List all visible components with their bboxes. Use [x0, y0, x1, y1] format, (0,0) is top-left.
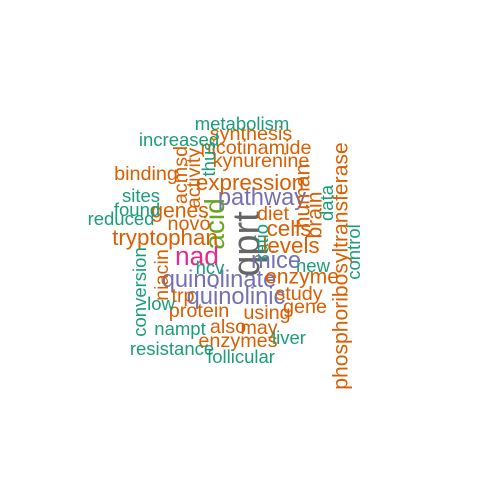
word-kynurenine: kynurenine: [212, 150, 310, 173]
word-metabolism: metabolism: [194, 112, 290, 134]
word-using: using: [243, 302, 291, 325]
word-resistance: resistance: [129, 337, 215, 359]
word-pathway: pathway: [217, 185, 307, 212]
word-cells: cells: [266, 215, 312, 241]
word-study: study: [275, 283, 323, 306]
word-trp: trp: [171, 285, 195, 308]
word-enzyme: enzyme: [265, 265, 339, 289]
word-sites: sites: [121, 184, 161, 206]
word-levels: levels: [262, 232, 320, 258]
word-new: new: [296, 254, 330, 276]
word-enzymes: enzymes: [198, 330, 278, 353]
word-data: data: [315, 184, 337, 222]
word-quinolinate: quinolinate: [161, 267, 277, 294]
word-may: may: [240, 317, 278, 340]
word-conversion: conversion: [128, 247, 150, 337]
word-liver: liver: [272, 326, 306, 348]
word-reduced: reduced: [87, 207, 155, 229]
word-thus: thus: [197, 141, 219, 177]
word-increased: increased: [138, 128, 220, 150]
word-novo: novo: [167, 213, 211, 236]
word-quinolinic: quinolinic: [186, 284, 286, 311]
word-follicular: follicular: [207, 345, 275, 367]
word-ratio: ratio: [250, 224, 272, 260]
word-gene: gene: [282, 296, 328, 319]
word-mice: mice: [250, 248, 302, 275]
word-tryptophan: tryptophan: [112, 224, 218, 250]
word-nad: nad: [175, 240, 219, 271]
word-also: also: [209, 316, 247, 339]
word-found: found: [113, 198, 161, 220]
word-protein: protein: [168, 300, 230, 323]
word-synthesis: synthesis: [209, 123, 293, 146]
word-control: control: [342, 224, 364, 280]
word-hcv: hcv: [195, 256, 225, 278]
word-expression: expression: [195, 169, 305, 195]
word-nampt: nampt: [154, 317, 206, 339]
word-binding: binding: [114, 163, 178, 186]
word-genes: genes: [151, 199, 209, 223]
word-nicotinamide: nicotinamide: [200, 137, 312, 160]
word-diet: diet: [257, 203, 289, 226]
word-low: low: [147, 292, 175, 314]
